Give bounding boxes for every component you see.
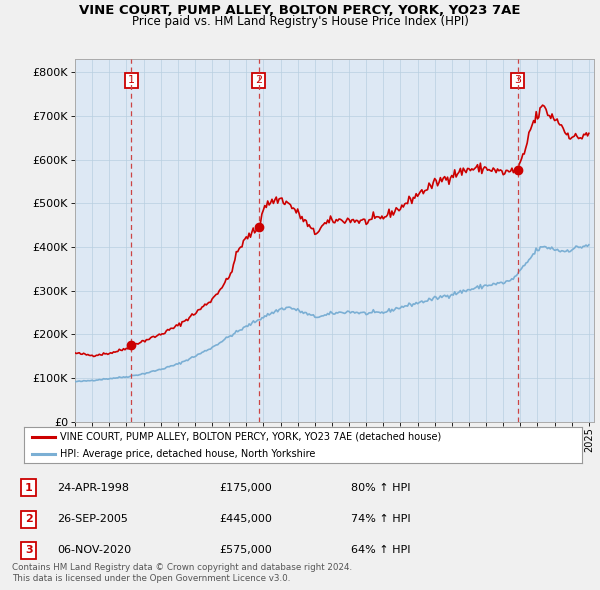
Text: 1: 1 [25,483,32,493]
Text: 26-SEP-2005: 26-SEP-2005 [57,514,128,524]
Text: This data is licensed under the Open Government Licence v3.0.: This data is licensed under the Open Gov… [12,574,290,583]
Text: 3: 3 [514,76,521,86]
Text: 06-NOV-2020: 06-NOV-2020 [57,546,131,555]
Text: 64% ↑ HPI: 64% ↑ HPI [351,546,410,555]
Text: 2: 2 [255,76,262,86]
Text: Price paid vs. HM Land Registry's House Price Index (HPI): Price paid vs. HM Land Registry's House … [131,15,469,28]
Text: 74% ↑ HPI: 74% ↑ HPI [351,514,410,524]
Text: Contains HM Land Registry data © Crown copyright and database right 2024.: Contains HM Land Registry data © Crown c… [12,563,352,572]
Text: 80% ↑ HPI: 80% ↑ HPI [351,483,410,493]
Text: £175,000: £175,000 [219,483,272,493]
Text: £445,000: £445,000 [219,514,272,524]
Text: £575,000: £575,000 [219,546,272,555]
Text: HPI: Average price, detached house, North Yorkshire: HPI: Average price, detached house, Nort… [60,449,316,459]
Text: 24-APR-1998: 24-APR-1998 [57,483,129,493]
Text: 1: 1 [128,76,135,86]
Text: VINE COURT, PUMP ALLEY, BOLTON PERCY, YORK, YO23 7AE (detached house): VINE COURT, PUMP ALLEY, BOLTON PERCY, YO… [60,432,442,442]
Text: VINE COURT, PUMP ALLEY, BOLTON PERCY, YORK, YO23 7AE: VINE COURT, PUMP ALLEY, BOLTON PERCY, YO… [79,4,521,17]
Text: 3: 3 [25,546,32,555]
Text: 2: 2 [25,514,32,524]
